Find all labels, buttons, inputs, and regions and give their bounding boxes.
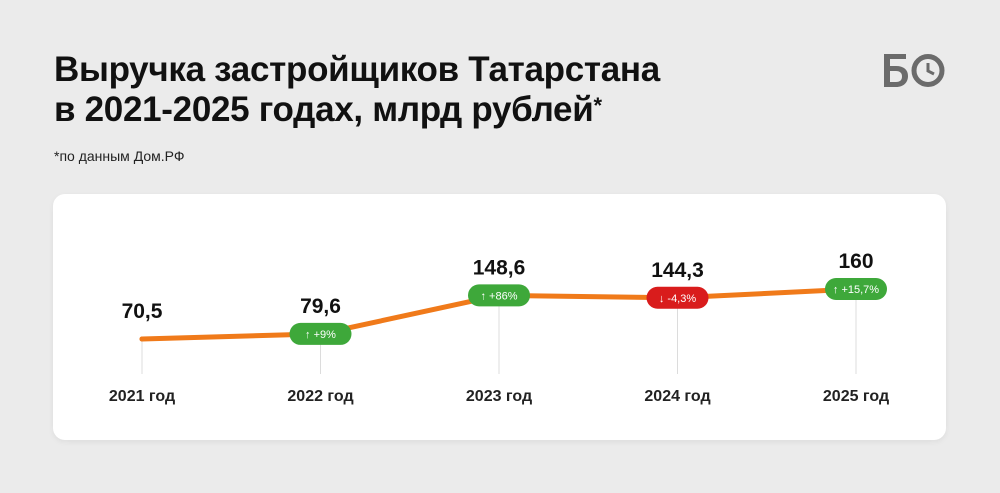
title-line-1: Выручка застройщиков Татарстана <box>54 50 660 89</box>
x-tick-label: 2025 год <box>823 388 889 405</box>
x-tick-label: 2021 год <box>109 388 175 405</box>
change-badge-label: ↑ +9% <box>305 329 336 341</box>
x-tick-label: 2022 год <box>287 388 353 405</box>
data-label: 160 <box>838 250 873 273</box>
line-chart: 70,5 79,6 148,6 144,3 160 ↑ +9% ↑ +86% ↓ -4,3% ↑… <box>109 250 889 405</box>
data-label: 144,3 <box>651 259 704 282</box>
change-badge <box>468 284 530 307</box>
title-footnote-mark: * <box>593 93 602 118</box>
bo-logo-icon <box>884 54 945 87</box>
change-badge-label: ↑ +86% <box>481 290 518 302</box>
data-label: 79,6 <box>300 295 341 318</box>
data-label: 148,6 <box>473 256 526 279</box>
change-badge <box>646 286 709 309</box>
chart-title: Выручка застройщиков Татарстана в 2021-2… <box>54 50 660 130</box>
change-badge-label: ↓ -4,3% <box>659 293 697 305</box>
change-badge-label: ↑ +15,7% <box>833 284 879 296</box>
data-point <box>139 336 145 342</box>
source-note: *по данным Дом.РФ <box>54 148 185 164</box>
change-badge <box>289 322 352 345</box>
change-badge <box>825 278 887 300</box>
x-tick-label: 2024 год <box>644 388 710 405</box>
title-line-2-text: в 2021-2025 годах, млрд рублей <box>54 90 594 129</box>
data-label: 70,5 <box>122 300 163 323</box>
chart-card: 70,5 79,6 148,6 144,3 160 ↑ +9% ↑ +86% ↓ -4,3% ↑… <box>53 194 946 440</box>
title-line-2: в 2021-2025 годах, млрд рублей* <box>54 90 660 130</box>
x-tick-label: 2023 год <box>466 388 532 405</box>
